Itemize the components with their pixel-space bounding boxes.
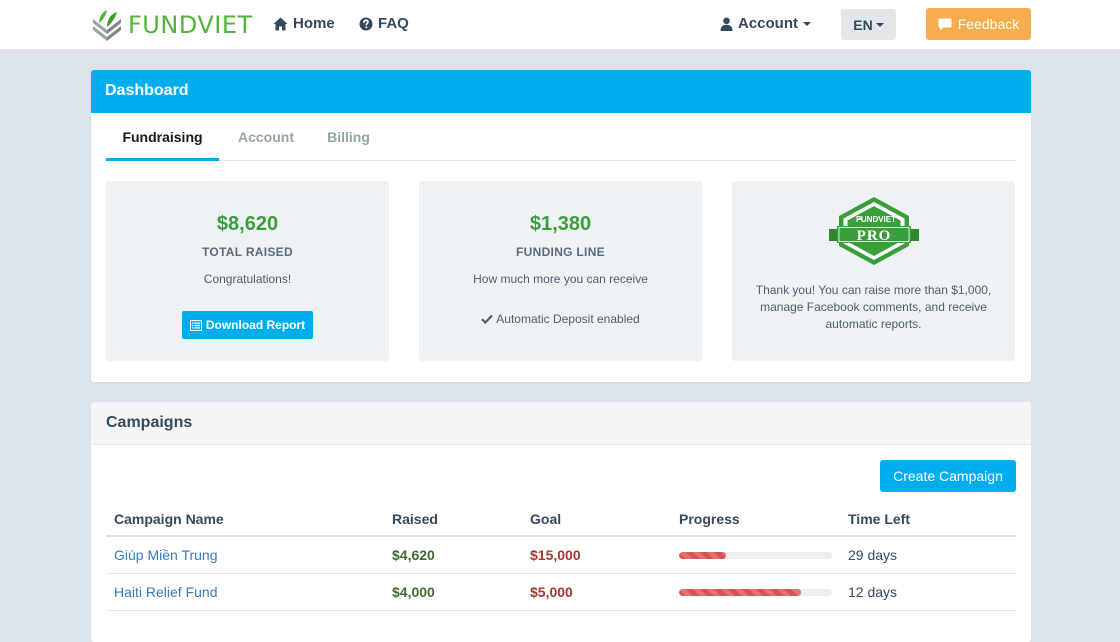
pro-badge-brand: FUNDVIET bbox=[856, 215, 896, 224]
table-header: Campaign Name Raised Goal Progress Time … bbox=[106, 503, 1016, 537]
pro-badge-text: PRO bbox=[857, 228, 892, 244]
funding-line-card: $1,380 FUNDING LINE How much more you ca… bbox=[419, 181, 702, 361]
campaign-progress-fill bbox=[679, 552, 727, 559]
tab-fundraising[interactable]: Fundraising bbox=[106, 113, 219, 161]
pro-plan-card: FUNDVIET PRO Thank you! You can raise mo… bbox=[732, 181, 1015, 361]
fundviet-logo-icon bbox=[93, 10, 121, 41]
checkmark-icon bbox=[481, 314, 494, 324]
brand-logo[interactable]: FUNDVIET bbox=[90, 8, 253, 42]
campaign-raised: $4,620 bbox=[392, 547, 435, 563]
brand-name: FUNDVIET bbox=[128, 11, 253, 39]
comment-icon bbox=[938, 18, 952, 30]
campaign-name-link[interactable]: Giúp Miền Trung bbox=[114, 547, 218, 563]
auto-deposit-status: Automatic Deposit enabled bbox=[419, 312, 702, 326]
account-menu-label: Account bbox=[738, 15, 798, 32]
campaign-progress-bar bbox=[679, 552, 832, 559]
tab-account[interactable]: Account bbox=[238, 129, 294, 145]
list-alt-icon bbox=[189, 319, 202, 331]
language-dropdown[interactable]: EN bbox=[841, 9, 896, 40]
pro-badge-icon: FUNDVIET PRO bbox=[829, 197, 919, 265]
total-raised-label: TOTAL RAISED bbox=[202, 245, 293, 259]
language-label: EN bbox=[853, 16, 873, 33]
total-raised-card: $8,620 TOTAL RAISED Congratulations! Dow… bbox=[106, 181, 389, 361]
campaigns-title: Campaigns bbox=[91, 402, 1031, 445]
create-campaign-button[interactable]: Create Campaign bbox=[880, 460, 1016, 492]
column-header-goal: Goal bbox=[530, 511, 562, 527]
column-header-raised: Raised bbox=[392, 511, 438, 527]
congratulations-text: Congratulations! bbox=[203, 272, 292, 286]
chevron-down-icon bbox=[875, 23, 884, 27]
campaign-goal: $5,000 bbox=[530, 584, 573, 600]
campaign-name-link[interactable]: Haiti Relief Fund bbox=[114, 584, 218, 600]
funding-line-amount: $1,380 bbox=[529, 213, 592, 235]
column-header-time-left: Time Left bbox=[848, 511, 910, 527]
home-icon bbox=[273, 17, 288, 30]
table-row: Giúp Miền Trung $4,620 $15,000 29 days bbox=[106, 537, 1016, 574]
dashboard-title: Dashboard bbox=[91, 70, 1031, 113]
question-circle-icon bbox=[359, 17, 373, 30]
dashboard-tabs: Fundraising Account Billing bbox=[106, 113, 1016, 161]
funding-line-description: How much more you can receive bbox=[473, 272, 648, 286]
campaign-progress-bar bbox=[679, 589, 832, 596]
campaigns-panel: Campaigns Create Campaign Campaign Name … bbox=[91, 402, 1031, 642]
tab-billing[interactable]: Billing bbox=[327, 129, 370, 145]
feedback-button[interactable]: Feedback bbox=[926, 8, 1031, 40]
dashboard-panel: Dashboard Fundraising Account Billing $8… bbox=[91, 70, 1031, 382]
pro-plan-description: Thank you! You can raise more than $1,00… bbox=[755, 283, 992, 331]
campaigns-table: Campaign Name Raised Goal Progress Time … bbox=[106, 503, 1016, 611]
table-row: Haiti Relief Fund $4,000 $5,000 12 days bbox=[106, 574, 1016, 611]
column-header-campaign-name: Campaign Name bbox=[114, 511, 224, 527]
chevron-down-icon bbox=[803, 22, 811, 26]
column-header-progress: Progress bbox=[679, 511, 740, 527]
download-report-button[interactable]: Download Report bbox=[182, 311, 313, 339]
campaign-raised: $4,000 bbox=[392, 584, 435, 600]
campaign-progress-fill bbox=[679, 589, 802, 596]
auto-deposit-text: Automatic Deposit enabled bbox=[496, 312, 640, 326]
total-raised-amount: $8,620 bbox=[216, 213, 279, 235]
account-menu[interactable]: Account bbox=[720, 15, 811, 32]
campaign-time-left: 29 days bbox=[848, 547, 898, 563]
campaign-time-left: 12 days bbox=[848, 584, 898, 600]
feedback-label: Feedback bbox=[957, 16, 1020, 32]
nav-home-label: Home bbox=[293, 15, 335, 32]
top-navbar: FUNDVIET Home FAQ Account EN Feedback bbox=[0, 0, 1120, 50]
user-icon bbox=[720, 17, 733, 31]
nav-faq-link[interactable]: FAQ bbox=[359, 15, 409, 32]
campaign-goal: $15,000 bbox=[530, 547, 581, 563]
nav-home-link[interactable]: Home bbox=[273, 15, 335, 32]
funding-line-label: FUNDING LINE bbox=[516, 245, 605, 259]
nav-faq-label: FAQ bbox=[378, 15, 409, 32]
download-report-label: Download Report bbox=[205, 318, 306, 332]
